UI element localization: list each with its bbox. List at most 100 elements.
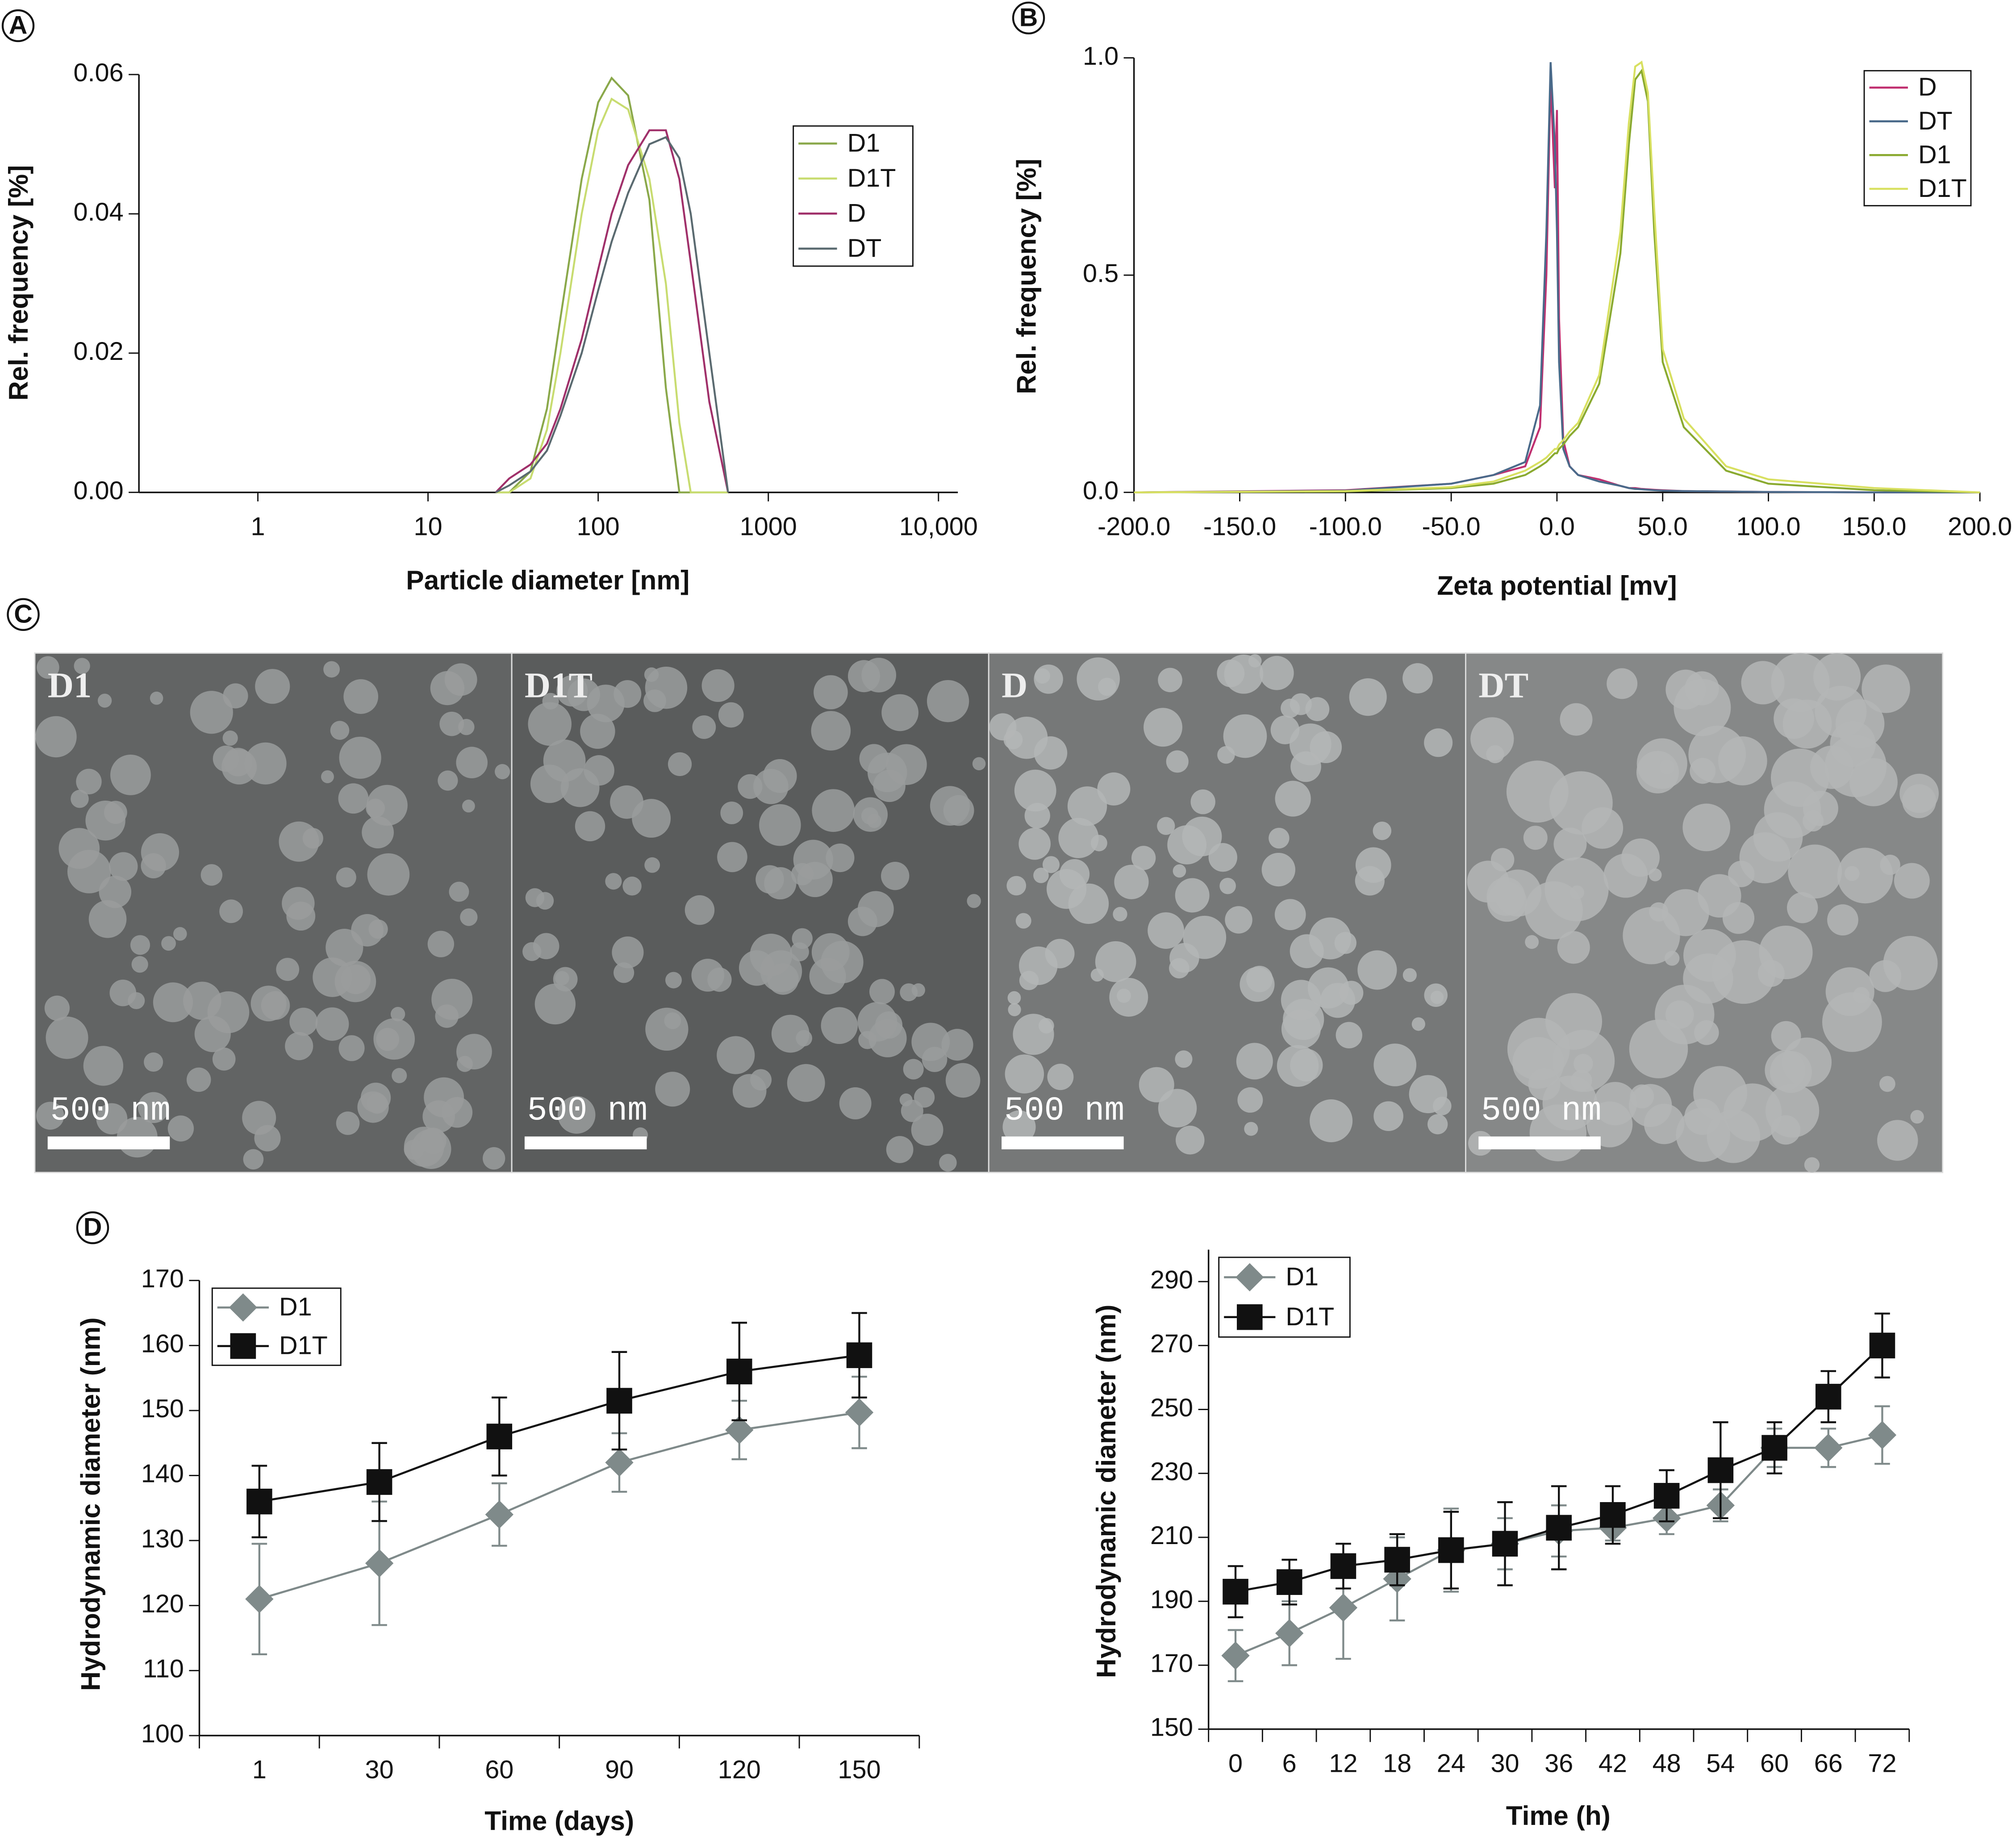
legend-label: D1T (1918, 174, 1967, 203)
particle (1097, 772, 1131, 806)
y-tick-label: 0.04 (74, 198, 124, 226)
particle (1771, 653, 1830, 712)
particle (462, 799, 475, 813)
particle (460, 908, 478, 926)
particle (138, 1092, 169, 1123)
micrograph-label: D1T (525, 666, 593, 706)
particle (1114, 864, 1149, 899)
particle (1019, 946, 1058, 985)
series-line (496, 97, 728, 493)
x-tick-label: 6 (1282, 1749, 1297, 1778)
x-tick-label: 66 (1814, 1749, 1843, 1778)
data-point (1546, 1515, 1572, 1541)
particle (717, 1036, 755, 1074)
particle (1682, 803, 1731, 852)
particle (1339, 981, 1364, 1005)
particle (567, 678, 600, 711)
particle (1349, 678, 1387, 716)
particle (691, 959, 725, 992)
particle (533, 933, 559, 960)
particle (1603, 853, 1648, 898)
particle (755, 865, 784, 894)
x-tick-label: 30 (1491, 1749, 1519, 1778)
series-line (495, 129, 729, 493)
x-tick-label: 150 (838, 1756, 881, 1784)
particle (791, 863, 814, 885)
particle (439, 711, 464, 736)
x-tick-label: 0 (1228, 1749, 1243, 1778)
particle (336, 1111, 360, 1135)
particle (1649, 902, 1669, 922)
y-tick-label: 270 (1150, 1330, 1193, 1358)
particle (357, 1091, 389, 1123)
particle (927, 680, 969, 722)
particle (1217, 746, 1235, 764)
x-tick-label: 10 (414, 513, 442, 541)
particle (83, 1046, 124, 1086)
particle (692, 715, 716, 739)
particle (1090, 835, 1107, 852)
particle (390, 1006, 405, 1022)
particle (901, 1099, 923, 1122)
data-point (726, 1358, 752, 1385)
y-tick-label: 190 (1150, 1585, 1193, 1614)
particle (1804, 1157, 1820, 1173)
particle (1557, 931, 1590, 964)
particle (859, 744, 889, 773)
x-axis-title: Time (h) (1506, 1800, 1611, 1831)
legend-label: D1 (279, 1293, 312, 1321)
data-point (1653, 1483, 1680, 1509)
legend-label: D1 (847, 129, 881, 157)
particle (76, 768, 102, 795)
y-axis-title: Hydrodynamic diameter (nm) (75, 1317, 105, 1691)
particle (1355, 847, 1391, 883)
particle (543, 739, 586, 782)
x-tick-label: 1 (251, 513, 265, 541)
panel-letter-circle (7, 598, 40, 631)
particle (1042, 856, 1060, 873)
y-tick-label: 0.00 (74, 476, 124, 505)
legend (793, 125, 914, 267)
particle (881, 694, 919, 731)
x-tick-label: 48 (1653, 1749, 1681, 1778)
particle (46, 1016, 88, 1059)
x-axis-title: Zeta potential [mv] (1437, 570, 1677, 601)
particle (1281, 1009, 1321, 1049)
scale-bar (524, 1136, 647, 1149)
particle (1665, 951, 1680, 966)
particle (167, 1115, 194, 1142)
particle (422, 1100, 455, 1133)
particle (1058, 818, 1099, 858)
particle (528, 702, 572, 746)
particle (911, 1114, 943, 1146)
particle (130, 935, 150, 955)
scale-bar-label: 500 nm (527, 1092, 647, 1130)
scale-bar (1002, 1136, 1124, 1149)
particle (495, 764, 510, 780)
particle (839, 1087, 872, 1119)
particle (338, 1035, 365, 1061)
particle (861, 807, 879, 825)
legend-label: D1T (279, 1332, 328, 1360)
y-tick-label: 170 (1150, 1649, 1193, 1678)
particle (760, 950, 802, 992)
particle (1757, 960, 1785, 987)
particle (717, 842, 747, 872)
particle (1309, 917, 1352, 960)
particle (339, 736, 381, 779)
particle (128, 992, 145, 1010)
particle (911, 983, 925, 997)
particle (213, 745, 239, 772)
particle (1095, 941, 1136, 982)
particle (1173, 864, 1186, 878)
particle (1683, 929, 1736, 982)
legend-label: D1T (847, 164, 896, 192)
legend-label: D1 (1286, 1263, 1319, 1291)
particle (366, 798, 385, 818)
particle (1310, 1099, 1353, 1143)
particle (718, 702, 744, 728)
data-point (606, 1388, 632, 1414)
particle (276, 958, 300, 981)
x-tick-label: 54 (1706, 1749, 1735, 1778)
